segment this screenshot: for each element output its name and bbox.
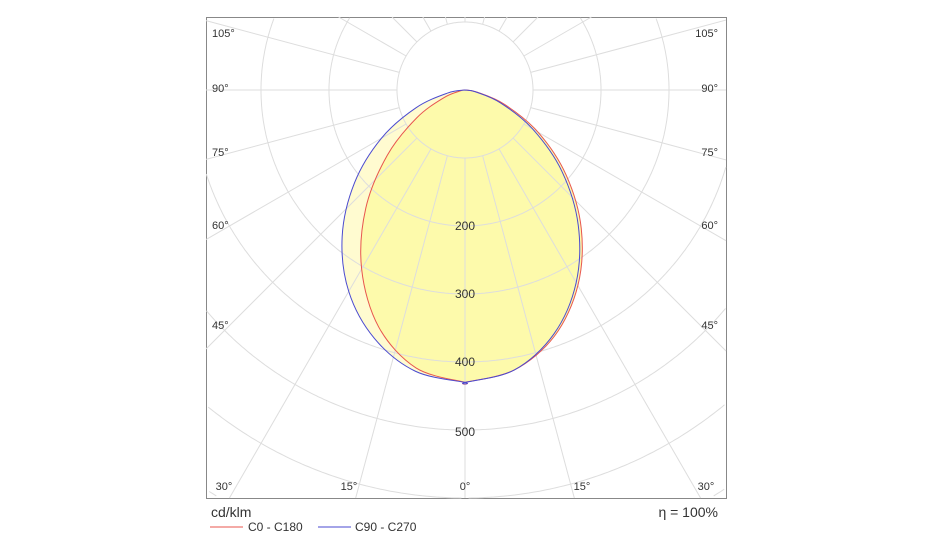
grid-ring-200 [328, 17, 602, 227]
grid-spoke-225 [391, 16, 418, 43]
angle-label-bottom: 15° [341, 481, 358, 493]
grid-spoke-210 [422, 16, 432, 32]
angle-label-left: 105° [212, 28, 235, 40]
radial-tick-label-500: 500 [455, 425, 475, 439]
radial-tick-label-400: 400 [455, 355, 475, 369]
fill-c0-c180 [360, 89, 583, 385]
legend-label-c0-c180: C0 - C180 [248, 520, 303, 534]
grid-ring-600 [207, 404, 725, 499]
grid-spoke-240 [338, 16, 407, 57]
angle-label-left: 45° [212, 320, 229, 332]
angle-label-bottom: 30° [216, 481, 233, 493]
grid-ring-300 [260, 18, 670, 295]
angle-label-bottom: 0° [460, 481, 471, 493]
grid-spoke-135 [512, 16, 539, 43]
angle-label-left: 60° [212, 220, 229, 232]
angle-label-right: 105° [695, 28, 718, 40]
grid-spoke-315 [205, 137, 418, 350]
legend-label-c90-c270: C90 - C270 [355, 520, 417, 534]
grid-spoke-165 [482, 16, 486, 25]
grid-spoke-255 [205, 20, 400, 73]
grid-spoke-75 [530, 107, 727, 161]
grid-spoke-60 [523, 123, 727, 242]
curve-c90-c270 [341, 89, 581, 385]
grid-ring-700 [208, 488, 725, 497]
grid-spoke-150 [498, 16, 508, 32]
unit-label: cd/klm [211, 504, 251, 520]
radial-tick-label-200: 200 [455, 219, 475, 233]
angle-label-bottom: 15° [574, 481, 591, 493]
grid-spoke-45 [512, 137, 727, 352]
grid-spoke-330 [229, 148, 432, 499]
grid-spoke-15 [482, 155, 575, 499]
angle-label-right: 75° [701, 147, 718, 159]
grid-spoke-120 [523, 16, 592, 57]
angle-label-right: 45° [701, 320, 718, 332]
grid-spoke-195 [444, 16, 448, 25]
angle-label-left: 90° [212, 83, 229, 95]
grid-spoke-300 [205, 123, 407, 240]
grid-ring-500 [206, 308, 726, 431]
grid-spoke-345 [355, 155, 448, 499]
angle-label-right: 60° [701, 220, 718, 232]
grid-spoke-30 [498, 148, 701, 499]
radial-tick-label-300: 300 [455, 287, 475, 301]
grid-spoke-105 [530, 19, 727, 73]
angle-label-right: 90° [701, 83, 718, 95]
angle-label-bottom: 30° [698, 481, 715, 493]
grid-spoke-285 [205, 107, 400, 160]
efficiency-label: η = 100% [658, 504, 718, 520]
angle-label-left: 75° [212, 147, 229, 159]
